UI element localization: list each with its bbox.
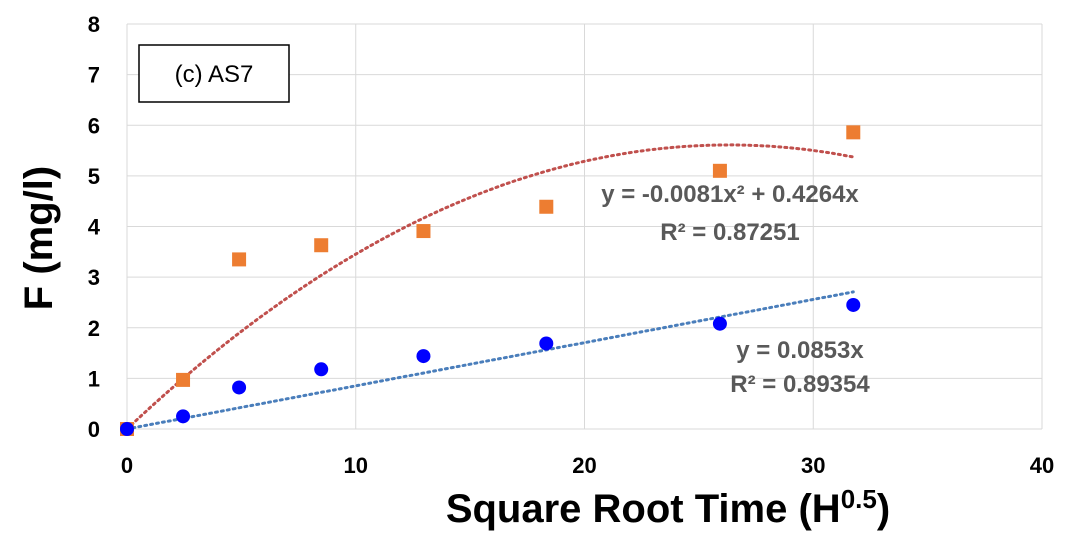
series1-marker bbox=[712, 163, 727, 178]
series2-marker bbox=[232, 380, 247, 395]
x-tick-label: 10 bbox=[344, 453, 368, 478]
x-axis-title-main: Square Root Time (H bbox=[446, 487, 841, 531]
panel-label-box: (c) AS7 bbox=[138, 44, 290, 103]
y-tick-label: 2 bbox=[88, 316, 100, 341]
x-tick-labels: 0 10 20 30 40 bbox=[121, 453, 1054, 478]
y-tick-label: 1 bbox=[88, 366, 100, 391]
data-markers bbox=[120, 125, 861, 436]
x-tick-label: 0 bbox=[121, 453, 133, 478]
x-tick-label: 30 bbox=[801, 453, 825, 478]
y-tick-label: 4 bbox=[88, 215, 101, 240]
trendlines bbox=[125, 143, 855, 431]
y-tick-label: 5 bbox=[88, 164, 100, 189]
series2-equation: y = 0.0853x bbox=[736, 337, 864, 364]
y-tick-label: 7 bbox=[88, 63, 100, 88]
x-tick-label: 40 bbox=[1030, 453, 1054, 478]
x-axis-title-superscript: 0.5 bbox=[841, 484, 877, 514]
y-tick-label: 0 bbox=[88, 417, 100, 442]
series1-marker bbox=[232, 252, 247, 267]
series2-marker bbox=[416, 349, 431, 364]
series2-marker bbox=[846, 297, 861, 312]
series1-marker bbox=[416, 224, 431, 239]
series1-marker bbox=[314, 238, 329, 253]
series1-marker bbox=[176, 372, 191, 387]
series2-marker bbox=[712, 316, 727, 331]
gridlines bbox=[126, 23, 1043, 430]
series1-marker bbox=[539, 199, 554, 214]
series2-marker bbox=[314, 362, 329, 377]
series1-trendline bbox=[125, 143, 855, 431]
x-axis-title-close: ) bbox=[877, 487, 890, 531]
series2-trendline bbox=[125, 290, 855, 431]
x-axis-title: Square Root Time (H0.5) bbox=[446, 484, 890, 531]
y-tick-label: 6 bbox=[88, 113, 100, 138]
series1-equation: y = -0.0081x² + 0.4264x bbox=[601, 181, 859, 208]
y-tick-label: 3 bbox=[88, 265, 100, 290]
series2-marker bbox=[120, 422, 134, 436]
y-tick-label: 8 bbox=[88, 12, 100, 37]
y-tick-labels: 0 1 2 3 4 5 6 7 8 bbox=[88, 12, 101, 442]
series1-r2: R² = 0.87251 bbox=[660, 219, 799, 246]
y-axis-title: F (mg/l) bbox=[17, 166, 61, 310]
series2-marker bbox=[539, 336, 554, 351]
series1-marker bbox=[846, 125, 861, 140]
series2-marker bbox=[176, 409, 191, 424]
series2-r2: R² = 0.89354 bbox=[730, 371, 870, 398]
x-tick-label: 20 bbox=[572, 453, 596, 478]
panel-label: (c) AS7 bbox=[175, 61, 254, 88]
